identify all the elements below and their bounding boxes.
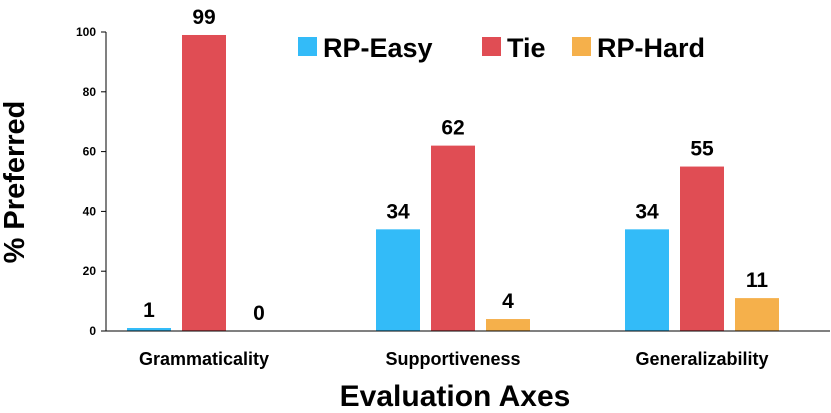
bar-rp-easy bbox=[127, 328, 171, 331]
data-label: 34 bbox=[635, 200, 659, 223]
legend-swatch bbox=[572, 37, 591, 56]
legend-swatch bbox=[482, 37, 501, 56]
x-tick-label: Supportiveness bbox=[385, 349, 520, 369]
legend: RP-Easy Tie RP-Hard bbox=[298, 33, 705, 63]
data-label: 1 bbox=[143, 299, 155, 322]
x-tick-label: Generalizability bbox=[635, 349, 768, 369]
legend-label: Tie bbox=[507, 33, 546, 63]
x-tick-label: Grammaticality bbox=[139, 349, 269, 369]
x-axis-ticks: Grammaticality Supportiveness Generalizabi… bbox=[139, 349, 769, 369]
y-tick-label: 60 bbox=[83, 145, 97, 159]
legend-swatch bbox=[298, 37, 317, 56]
bar-rp-hard bbox=[486, 319, 530, 331]
y-tick-label: 0 bbox=[89, 324, 96, 338]
y-tick-label: 40 bbox=[83, 204, 97, 218]
data-label: 0 bbox=[253, 302, 265, 325]
data-label: 99 bbox=[192, 6, 215, 29]
bar-tie bbox=[680, 166, 724, 331]
data-label: 11 bbox=[746, 269, 769, 292]
data-label: 55 bbox=[690, 138, 714, 161]
y-tick-label: 20 bbox=[83, 264, 97, 278]
bar-rp-hard bbox=[735, 298, 779, 331]
x-axis-title: Evaluation Axes bbox=[340, 380, 571, 413]
data-label: 4 bbox=[502, 290, 514, 313]
bar-rp-easy bbox=[376, 229, 420, 331]
data-labels: 1 34 34 99 62 55 0 4 11 bbox=[143, 6, 768, 325]
data-label: 62 bbox=[441, 117, 464, 140]
bar-tie bbox=[182, 34, 226, 332]
bar-rp-easy bbox=[625, 229, 669, 331]
bars bbox=[127, 34, 779, 332]
y-axis-ticks: 0 20 40 60 80 100 bbox=[76, 25, 106, 338]
data-label: 34 bbox=[386, 200, 410, 223]
legend-label: RP-Hard bbox=[597, 33, 705, 63]
bar-tie bbox=[431, 145, 475, 331]
y-tick-label: 80 bbox=[83, 85, 97, 99]
legend-label: RP-Easy bbox=[323, 33, 433, 63]
y-axis-title: % Preferred bbox=[0, 101, 31, 264]
y-tick-label: 100 bbox=[76, 25, 96, 39]
